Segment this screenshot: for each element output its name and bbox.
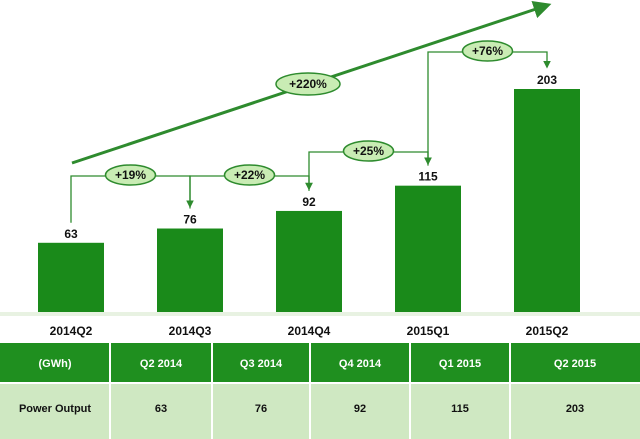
table-cell: 115 [451,403,469,415]
growth-label: +19% [115,168,146,182]
growth-badge [104,164,157,186]
category-label: 2015Q1 [407,324,450,338]
table-header-cell: Q3 2014 [240,358,283,370]
table-row-label: Power Output [19,403,91,415]
chart-baseline [0,312,640,316]
bar-value-label: 115 [418,170,438,184]
category-label: 2014Q2 [50,324,93,338]
growth-label: +25% [353,144,384,158]
table-cell: 63 [155,403,167,415]
growth-badge [342,140,395,162]
growth-label: +76% [472,44,503,58]
table-cell: 92 [354,403,366,415]
bar [38,242,104,312]
growth-label: +22% [234,168,265,182]
table-header-bg [0,343,640,383]
category-label: 2015Q2 [526,324,569,338]
bars-group: 63 2014Q2 76 2014Q3 92 2014Q4 115 2015Q1 203 2015… [0,73,640,338]
table-row-bg [0,383,640,439]
bar [276,210,342,312]
table-header-cell: Q4 2014 [339,358,382,370]
bar-value-label: 203 [537,73,557,87]
bar-value-label: 92 [302,195,316,209]
table-cell: 203 [566,403,584,415]
table-cell: 76 [255,403,267,415]
table-header-cell: Q1 2015 [439,358,481,370]
growth-badge [223,164,276,186]
table-header-cell: (GWh) [39,358,72,370]
table-header-cell: Q2 2014 [140,358,183,370]
overall-growth-label: +220% [289,77,327,91]
bar [514,89,580,312]
bar-value-label: 63 [64,227,78,241]
bar-value-label: 76 [183,213,197,227]
data-table: (GWh) Q2 2014 Q3 2014 Q4 2014 Q1 2015 Q2 2015… [0,343,640,439]
bar [395,185,461,312]
overall-growth-group: +220% [71,0,552,165]
bar [157,228,223,312]
table-header-cell: Q2 2015 [554,358,596,370]
growth-connectors-group: +19% +22% +25% +76% [70,40,551,223]
category-label: 2014Q4 [288,324,331,338]
category-label: 2014Q3 [169,324,212,338]
overall-growth-badge [275,72,341,96]
growth-badge [461,40,514,62]
